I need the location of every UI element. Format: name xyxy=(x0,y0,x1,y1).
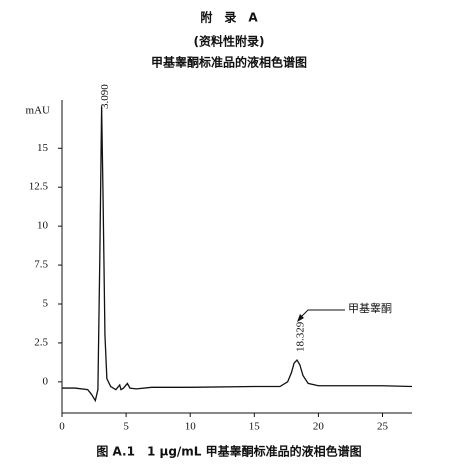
y-tick-label: 10 xyxy=(37,220,49,232)
y-tick-label: 5 xyxy=(43,298,49,310)
y-tick-label: 12.5 xyxy=(29,181,49,193)
appendix-note: (资料性附录) xyxy=(194,34,265,49)
chromatogram-line xyxy=(62,106,413,403)
y-axis-label: mAU xyxy=(26,105,51,117)
y-tick-label: 0 xyxy=(43,375,49,387)
appendix-heading: 附 录 A xyxy=(200,10,258,25)
x-tick-label: 15 xyxy=(249,421,261,433)
appendix-title: 甲基睾酮标准品的液相色谱图 xyxy=(151,55,307,70)
x-tick-label: 20 xyxy=(313,421,325,433)
y-tick-label: 7.5 xyxy=(34,259,48,271)
compound-label: 甲基睾酮 xyxy=(348,301,392,315)
peak-label: 18.329 xyxy=(295,321,307,352)
x-tick-label: 10 xyxy=(185,421,197,433)
x-tick-label: 25 xyxy=(377,421,389,433)
compound-arrowhead xyxy=(297,314,304,322)
compound-arrow xyxy=(299,309,345,319)
y-tick-label: 15 xyxy=(37,142,49,154)
figure-caption: 图 A.1 1 μg/mL 甲基睾酮标准品的液相色谱图 xyxy=(96,444,361,459)
y-tick-label: 2.5 xyxy=(34,336,48,348)
peak-label: 3.090 xyxy=(99,84,111,109)
x-tick-label: 0 xyxy=(59,421,65,433)
x-tick-label: 5 xyxy=(123,421,129,433)
